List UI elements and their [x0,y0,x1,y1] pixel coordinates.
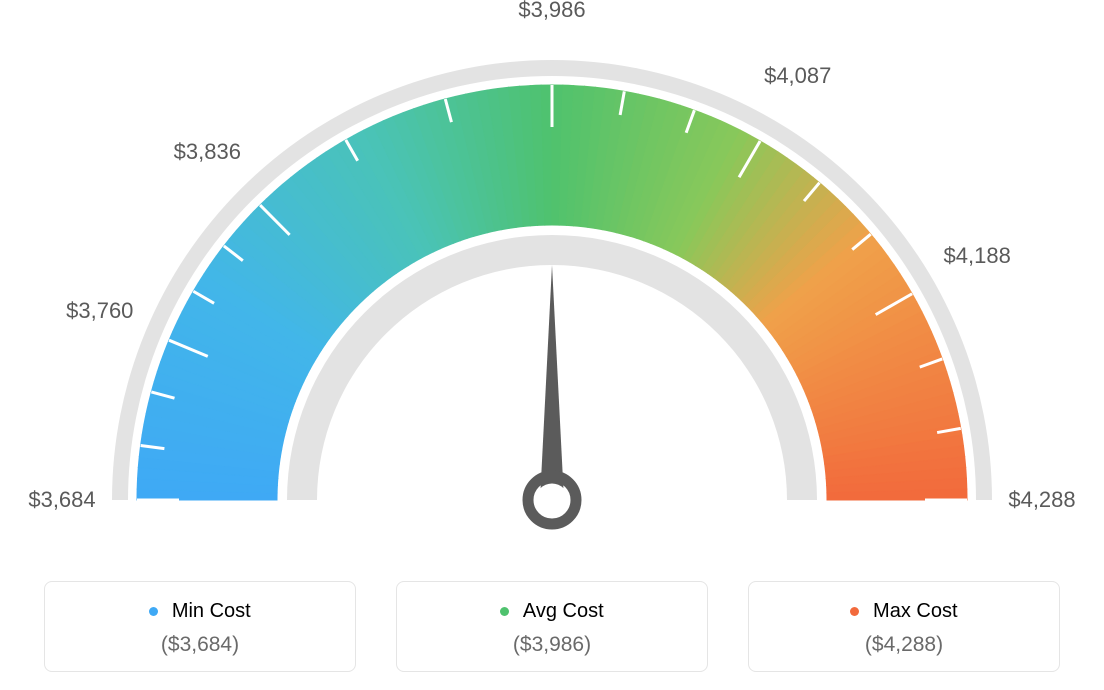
gauge-tick-label: $3,684 [28,487,95,513]
legend-dot-avg [500,607,509,616]
legend-title-avg: Avg Cost [397,600,707,623]
legend-card-min: Min Cost ($3,684) [44,581,356,672]
legend-title-text-max: Max Cost [873,600,957,622]
gauge-tick-label: $3,986 [518,0,585,23]
legend-value-min: ($3,684) [45,633,355,657]
legend-title-text-avg: Avg Cost [523,600,604,622]
gauge-chart [0,0,1104,560]
gauge-area: $3,684 $3,760 $3,836 $3,986 $4,087 $4,188 $4,2… [0,0,1104,560]
legend-title-max: Max Cost [749,600,1059,623]
legend-dot-min [149,607,158,616]
gauge-tick-label: $4,087 [764,63,831,89]
gauge-tick-label: $3,836 [174,139,241,165]
legend-title-min: Min Cost [45,600,355,623]
gauge-tick-label: $3,760 [66,298,133,324]
legend-card-avg: Avg Cost ($3,986) [396,581,708,672]
legend-dot-max [850,607,859,616]
cost-gauge-container: $3,684 $3,760 $3,836 $3,986 $4,087 $4,188 $4,2… [0,0,1104,690]
legend-title-text-min: Min Cost [172,600,251,622]
legend-card-max: Max Cost ($4,288) [748,581,1060,672]
gauge-tick-label: $4,288 [1008,487,1075,513]
gauge-tick-label: $4,188 [944,243,1011,269]
legend-row: Min Cost ($3,684) Avg Cost ($3,986) Max … [0,581,1104,672]
legend-value-avg: ($3,986) [397,633,707,657]
legend-value-max: ($4,288) [749,633,1059,657]
